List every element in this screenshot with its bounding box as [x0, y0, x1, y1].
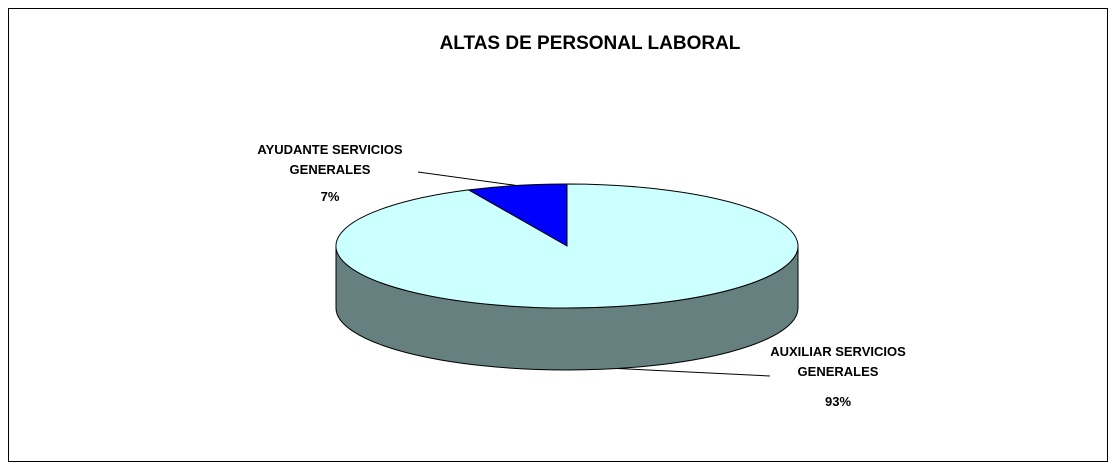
slice-label: AYUDANTE SERVICIOS GENERALES	[257, 142, 403, 177]
pie-slice	[467, 183, 568, 247]
slice-value-label: 7%	[320, 189, 340, 204]
slice-label: AUXILIAR SERVICIOS GENERALES	[770, 344, 906, 379]
leader-line	[617, 368, 771, 377]
pie-slice	[335, 183, 799, 309]
chart-title: ALTAS DE PERSONAL LABORAL	[439, 33, 741, 54]
leader-line	[417, 171, 517, 186]
slice-value-label: 93%	[824, 394, 852, 409]
